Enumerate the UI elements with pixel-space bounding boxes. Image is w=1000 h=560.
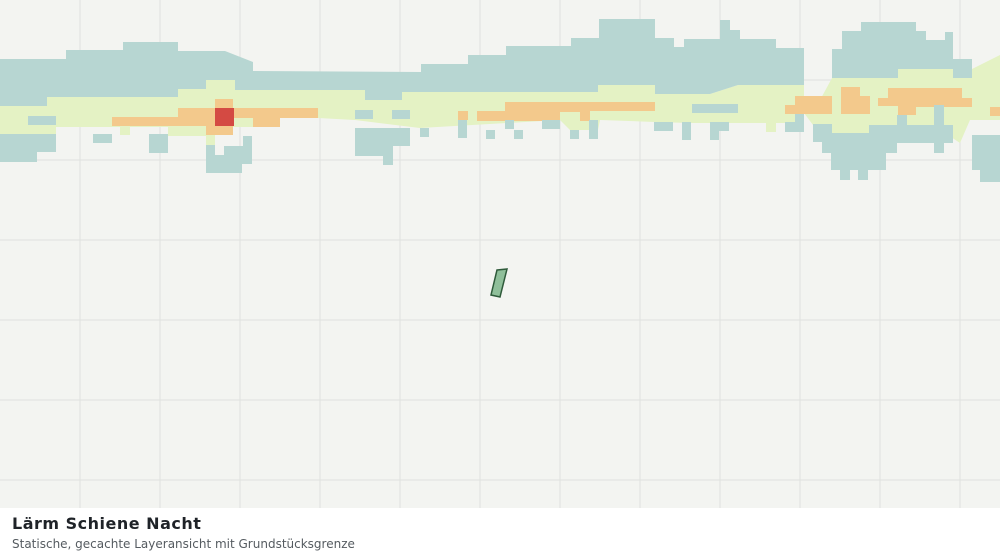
- noise-layer: [0, 19, 1000, 182]
- parcel-boundary: [490, 268, 508, 298]
- map-subtitle: Statische, gecachte Layeransicht mit Gru…: [12, 537, 355, 551]
- caption-panel: [0, 508, 1000, 560]
- map-title: Lärm Schiene Nacht: [12, 514, 201, 533]
